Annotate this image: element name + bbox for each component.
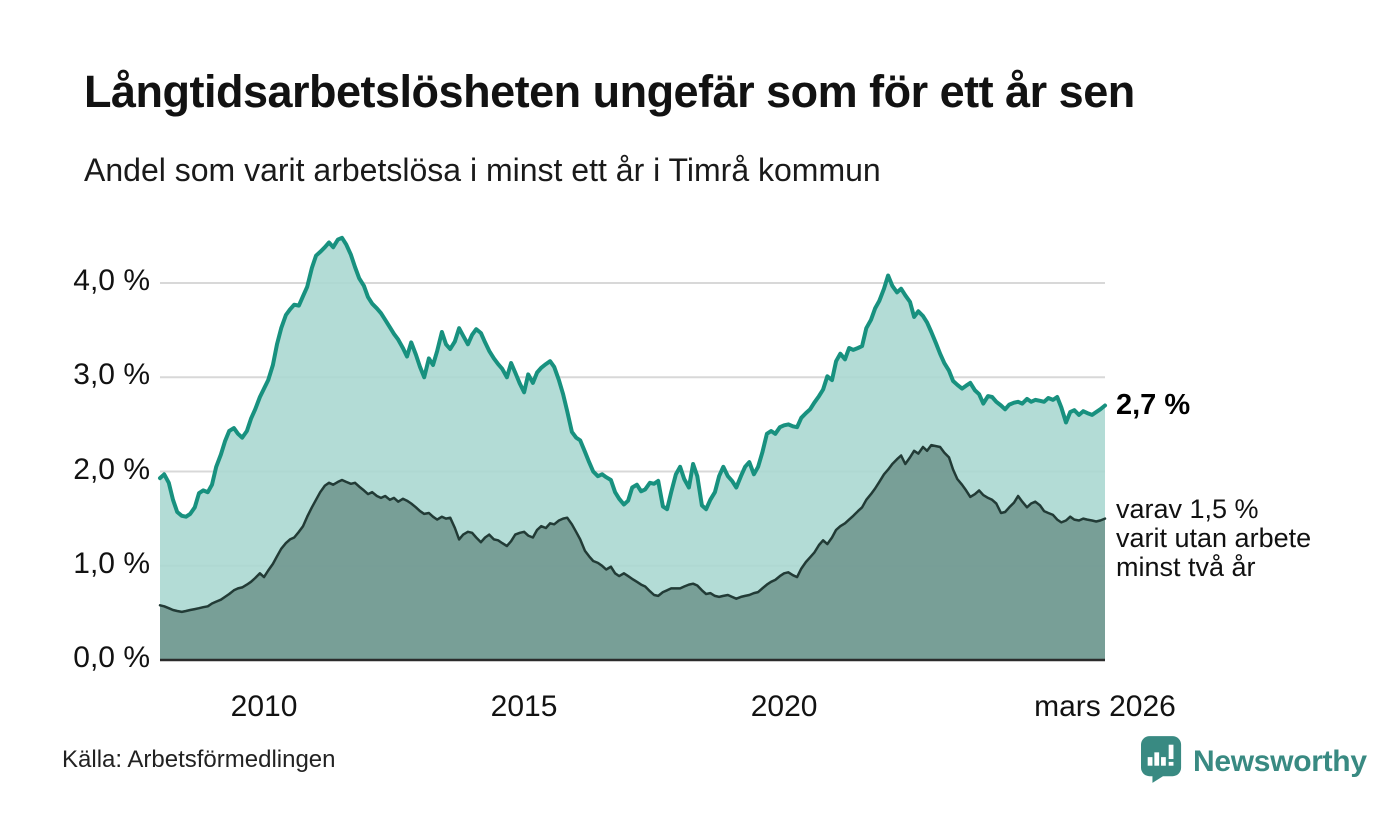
latest-value-label: 2,7 %	[1116, 389, 1191, 421]
newsworthy-bubble-chart-icon	[1141, 736, 1183, 788]
two-year-annotation: varav 1,5 % varit utan arbete minst två …	[1116, 495, 1311, 582]
page-subtitle: Andel som varit arbetslösa i minst ett å…	[84, 152, 881, 188]
area-minst-tva-ar	[160, 445, 1105, 660]
newsworthy-wordmark: Newsworthy	[1193, 745, 1367, 778]
page-title: Långtidsarbetslösheten ungefär som för e…	[84, 66, 1135, 117]
line-minst-ett-ar	[158, 235, 1107, 519]
annotation-line-1: varav 1,5 %	[1116, 494, 1259, 524]
newsworthy-logo: Newsworthy	[1141, 736, 1367, 788]
line-minst-tva-ar	[158, 443, 1107, 614]
annotation-line-2: varit utan arbete	[1116, 523, 1312, 553]
source-note: Källa: Arbetsförmedlingen	[62, 746, 336, 773]
annotation-line-3: minst två år	[1116, 552, 1256, 582]
